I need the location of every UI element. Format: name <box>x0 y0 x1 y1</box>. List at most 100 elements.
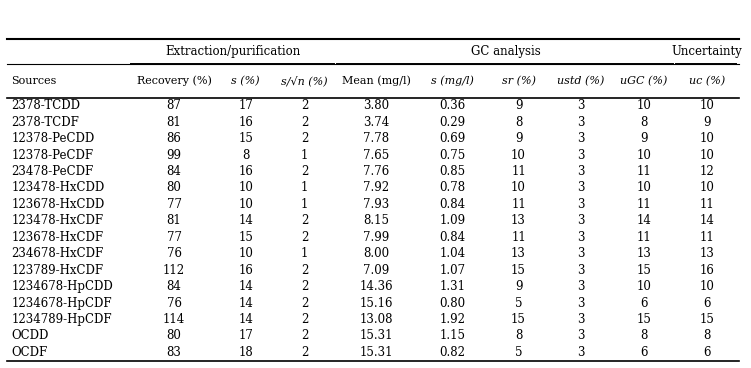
Text: Mean (mg/l): Mean (mg/l) <box>342 76 411 86</box>
Text: 6: 6 <box>640 346 647 359</box>
Text: OCDD: OCDD <box>11 329 49 343</box>
Text: 8.00: 8.00 <box>363 247 390 260</box>
Text: 0.82: 0.82 <box>439 346 466 359</box>
Text: 9: 9 <box>640 132 647 145</box>
Text: 76: 76 <box>167 247 182 260</box>
Text: 13.08: 13.08 <box>360 313 394 326</box>
Text: 2: 2 <box>301 280 309 293</box>
Text: 2: 2 <box>301 116 309 129</box>
Text: OCDF: OCDF <box>11 346 47 359</box>
Text: 2: 2 <box>301 264 309 277</box>
Text: 15.31: 15.31 <box>360 346 394 359</box>
Text: 14: 14 <box>636 214 651 227</box>
Text: 3: 3 <box>577 329 584 343</box>
Text: 3: 3 <box>577 264 584 277</box>
Text: 3: 3 <box>577 116 584 129</box>
Text: 2378-TCDF: 2378-TCDF <box>11 116 79 129</box>
Text: 15: 15 <box>238 132 253 145</box>
Text: 1: 1 <box>301 149 309 162</box>
Text: 99: 99 <box>167 149 182 162</box>
Text: s (mg/l): s (mg/l) <box>431 76 474 86</box>
Text: 5: 5 <box>514 346 522 359</box>
Text: 14.36: 14.36 <box>360 280 394 293</box>
Text: 2: 2 <box>301 214 309 227</box>
Text: 1.04: 1.04 <box>439 247 466 260</box>
Text: Recovery (%): Recovery (%) <box>137 76 212 86</box>
Text: 86: 86 <box>167 132 182 145</box>
Text: 14: 14 <box>238 313 253 326</box>
Text: 3: 3 <box>577 231 584 244</box>
Text: 7.65: 7.65 <box>363 149 390 162</box>
Text: 0.80: 0.80 <box>439 297 466 309</box>
Text: 1234678-HpCDD: 1234678-HpCDD <box>11 280 113 293</box>
Text: 2: 2 <box>301 297 309 309</box>
Text: 3: 3 <box>577 313 584 326</box>
Text: 8: 8 <box>515 329 522 343</box>
Text: 84: 84 <box>167 165 182 178</box>
Text: 1.31: 1.31 <box>439 280 466 293</box>
Text: 15.31: 15.31 <box>360 329 394 343</box>
Text: 77: 77 <box>167 231 182 244</box>
Text: 8: 8 <box>640 116 647 129</box>
Text: 3: 3 <box>577 247 584 260</box>
Text: 16: 16 <box>238 116 253 129</box>
Text: 114: 114 <box>163 313 185 326</box>
Text: 11: 11 <box>636 165 651 178</box>
Text: 0.75: 0.75 <box>439 149 466 162</box>
Text: 8: 8 <box>640 329 647 343</box>
Text: 6: 6 <box>703 346 710 359</box>
Text: 0.78: 0.78 <box>439 181 466 194</box>
Text: 15: 15 <box>238 231 253 244</box>
Text: 77: 77 <box>167 198 182 211</box>
Text: 3.80: 3.80 <box>363 99 390 112</box>
Text: 3: 3 <box>577 181 584 194</box>
Text: 15.16: 15.16 <box>360 297 394 309</box>
Text: Uncertainty: Uncertainty <box>671 45 743 58</box>
Text: sr (%): sr (%) <box>502 76 535 86</box>
Text: 3: 3 <box>577 346 584 359</box>
Text: 123789-HxCDF: 123789-HxCDF <box>11 264 104 277</box>
Text: 3: 3 <box>577 198 584 211</box>
Text: 8: 8 <box>704 329 710 343</box>
Text: 1.07: 1.07 <box>439 264 466 277</box>
Text: 17: 17 <box>238 329 253 343</box>
Text: 123478-HxCDF: 123478-HxCDF <box>11 214 104 227</box>
Text: 11: 11 <box>636 231 651 244</box>
Text: 10: 10 <box>700 280 714 293</box>
Text: 2: 2 <box>301 231 309 244</box>
Text: 1.15: 1.15 <box>439 329 466 343</box>
Text: 0.84: 0.84 <box>439 198 466 211</box>
Text: 84: 84 <box>167 280 182 293</box>
Text: 7.92: 7.92 <box>363 181 390 194</box>
Text: 1.09: 1.09 <box>439 214 466 227</box>
Text: 1: 1 <box>301 181 309 194</box>
Text: 11: 11 <box>636 198 651 211</box>
Text: 13: 13 <box>700 247 714 260</box>
Text: 11: 11 <box>511 198 526 211</box>
Text: 16: 16 <box>238 165 253 178</box>
Text: 2378-TCDD: 2378-TCDD <box>11 99 80 112</box>
Text: 2: 2 <box>301 99 309 112</box>
Text: 12378-PeCDD: 12378-PeCDD <box>11 132 95 145</box>
Text: 123678-HxCDD: 123678-HxCDD <box>11 198 104 211</box>
Text: 1.92: 1.92 <box>439 313 466 326</box>
Text: 0.84: 0.84 <box>439 231 466 244</box>
Text: 0.29: 0.29 <box>439 116 466 129</box>
Text: 10: 10 <box>636 181 651 194</box>
Text: 83: 83 <box>167 346 182 359</box>
Text: 10: 10 <box>511 181 526 194</box>
Text: 15: 15 <box>636 264 651 277</box>
Text: 11: 11 <box>511 165 526 178</box>
Text: uGC (%): uGC (%) <box>620 76 668 86</box>
Text: 18: 18 <box>238 346 253 359</box>
Text: 8: 8 <box>242 149 249 162</box>
Text: 123478-HxCDD: 123478-HxCDD <box>11 181 104 194</box>
Text: GC analysis: GC analysis <box>471 45 541 58</box>
Text: 10: 10 <box>636 149 651 162</box>
Text: 3.74: 3.74 <box>363 116 390 129</box>
Text: 7.78: 7.78 <box>363 132 390 145</box>
Text: 10: 10 <box>636 280 651 293</box>
Text: 9: 9 <box>514 99 522 112</box>
Text: 17: 17 <box>238 99 253 112</box>
Text: 13: 13 <box>511 214 526 227</box>
